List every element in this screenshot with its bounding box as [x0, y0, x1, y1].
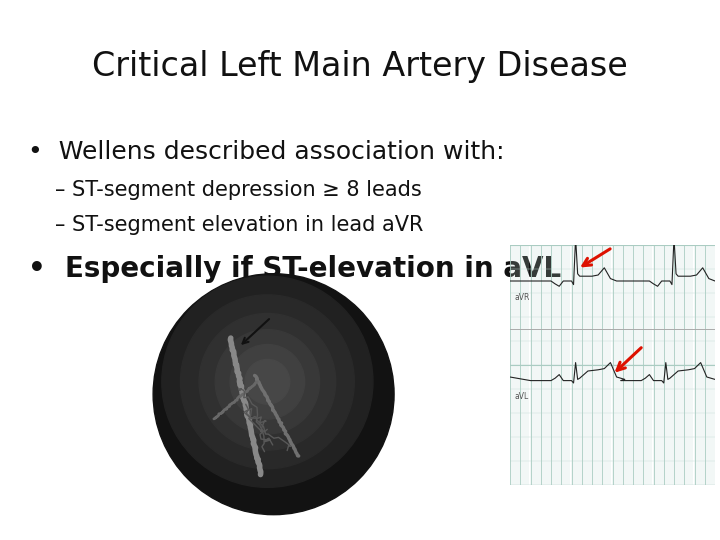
Circle shape: [181, 295, 354, 469]
Text: – ST-segment depression ≥ 8 leads: – ST-segment depression ≥ 8 leads: [55, 180, 422, 200]
Circle shape: [245, 360, 289, 404]
Text: •  Wellens described association with:: • Wellens described association with:: [28, 140, 505, 164]
Text: – ST-segment elevation in lead aVR: – ST-segment elevation in lead aVR: [55, 215, 423, 235]
Circle shape: [199, 313, 336, 450]
Circle shape: [230, 345, 305, 419]
Text: aVR: aVR: [514, 293, 529, 302]
Circle shape: [153, 274, 394, 515]
Text: •  Especially if ST-elevation in aVL: • Especially if ST-elevation in aVL: [28, 255, 561, 283]
Circle shape: [215, 329, 320, 434]
Text: Critical Left Main Artery Disease: Critical Left Main Artery Disease: [92, 50, 628, 83]
Text: aVL: aVL: [514, 392, 528, 401]
Circle shape: [162, 276, 373, 487]
